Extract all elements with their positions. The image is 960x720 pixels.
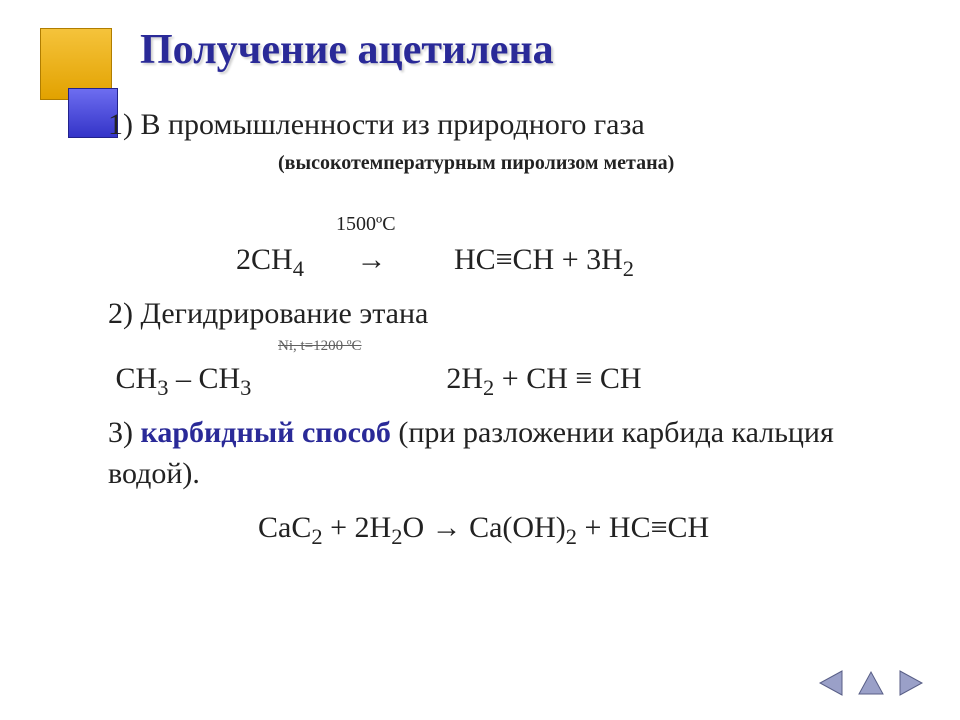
item2-equation: CH3 – CH3 2H2 + CH ≡ CH [108, 359, 910, 403]
eq1-arrow: → [356, 243, 386, 276]
item2-conditions: Ni, t=1200 ºC [278, 336, 910, 356]
item3-text: 3) карбидный способ (при разложении карб… [108, 413, 910, 494]
slide-title: Получение ацетилена [140, 26, 554, 74]
eq3-s2: 2 [391, 524, 402, 549]
eq2-dash: – [168, 362, 198, 395]
eq3-p4: + HC≡CH [577, 511, 709, 544]
item3-prefix: 3) [108, 416, 141, 449]
item2-text: 2) Дегидрирование этана [108, 294, 910, 335]
eq2-lhs-b: CH [198, 362, 240, 395]
eq2-rhs-b: CH ≡ CH [526, 362, 641, 395]
item1-equation: 2CH4 → HC≡CH + 3H2 [236, 240, 910, 284]
eq2-plus: + [494, 362, 526, 395]
accent-decoration [40, 28, 112, 100]
eq3-p3: O → Ca(OH) [402, 511, 565, 544]
eq1-rhs-sub: 2 [623, 256, 634, 281]
nav-prev-icon[interactable] [816, 668, 846, 698]
item1-temperature: 1500ºС [336, 211, 910, 238]
eq3-p2: + 2H [323, 511, 392, 544]
eq3-p1: CaC [258, 511, 311, 544]
eq3-s3: 2 [566, 524, 577, 549]
nav-controls [816, 668, 926, 698]
eq1-lhs-sub: 4 [293, 256, 304, 281]
slide-body: 1) В промышленности из природного газа (… [108, 105, 910, 552]
eq2-rhs-a: 2H [446, 362, 483, 395]
eq2-lhs-b-sub: 3 [240, 375, 251, 400]
nav-next-icon[interactable] [896, 668, 926, 698]
eq3-s1: 2 [311, 524, 322, 549]
slide: Получение ацетилена 1) В промышленности … [0, 0, 960, 720]
eq2-lhs-a: CH [116, 362, 158, 395]
nav-up-icon[interactable] [856, 668, 886, 698]
eq1-rhs: HC≡CH + 3H [454, 243, 623, 276]
eq2-rhs-a-sub: 2 [483, 375, 494, 400]
eq1-lhs: 2CH [236, 243, 293, 276]
item1-text: 1) В промышленности из природного газа [108, 105, 910, 146]
item3-bold: карбидный способ [141, 416, 391, 449]
eq2-lhs-a-sub: 3 [157, 375, 168, 400]
item3-equation: CaC2 + 2H2O → Ca(OH)2 + HC≡CH [258, 508, 910, 552]
item1-subtext: (высокотемпературным пиролизом метана) [278, 150, 910, 177]
